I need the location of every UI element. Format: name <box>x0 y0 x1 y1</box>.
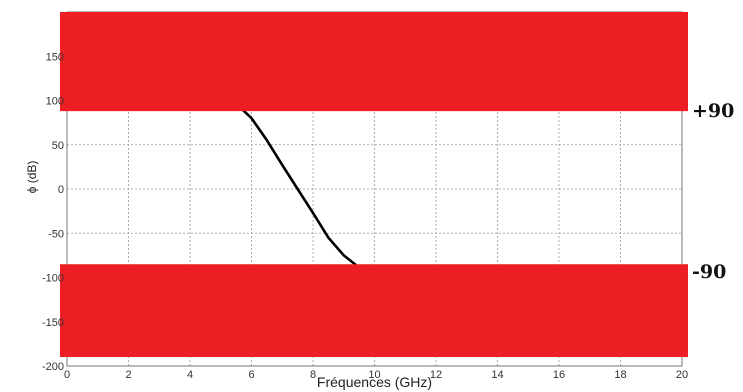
x-tick-label-8: 16 <box>553 369 565 381</box>
band-rect-0 <box>60 12 688 112</box>
x-tick-label-5: 10 <box>368 369 380 381</box>
x-tick-label-3: 6 <box>248 369 254 381</box>
x-tick-label-4: 8 <box>310 369 316 381</box>
band-overlays: +90 -90 <box>60 12 734 357</box>
y-axis-label: ϕ (dB) <box>25 161 39 194</box>
y-tick-label-3: -50 <box>48 228 64 240</box>
series-lines <box>241 108 358 267</box>
y-tick-label-5: 50 <box>52 140 64 152</box>
x-tick-label-2: 4 <box>187 369 193 381</box>
x-tick-label-7: 14 <box>491 369 503 381</box>
y-tick-labels: -200 -150 -100 -50 0 50 100 150 <box>42 51 64 373</box>
x-axis-label: Fréquences (GHz) <box>317 374 432 390</box>
x-tick-label-9: 18 <box>614 369 626 381</box>
band-label-0: +90 <box>692 100 734 122</box>
x-tick-label-10: 20 <box>676 369 688 381</box>
y-tick-label-0: -200 <box>42 361 64 373</box>
x-tick-labels: 0 2 4 6 8 10 12 14 16 18 20 <box>64 369 688 381</box>
band-rect-1 <box>60 264 688 357</box>
x-tick-label-6: 12 <box>430 369 442 381</box>
y-tick-label-7: 150 <box>46 51 64 63</box>
y-tick-label-1: -150 <box>42 317 64 329</box>
x-tick-label-0: 0 <box>64 369 70 381</box>
band-label-1: -90 <box>692 261 726 283</box>
y-tick-label-6: 100 <box>46 96 64 108</box>
series-line-0 <box>241 108 358 267</box>
y-tick-label-2: -100 <box>42 273 64 285</box>
x-tick-label-1: 2 <box>125 369 131 381</box>
y-tick-label-4: 0 <box>58 184 64 196</box>
